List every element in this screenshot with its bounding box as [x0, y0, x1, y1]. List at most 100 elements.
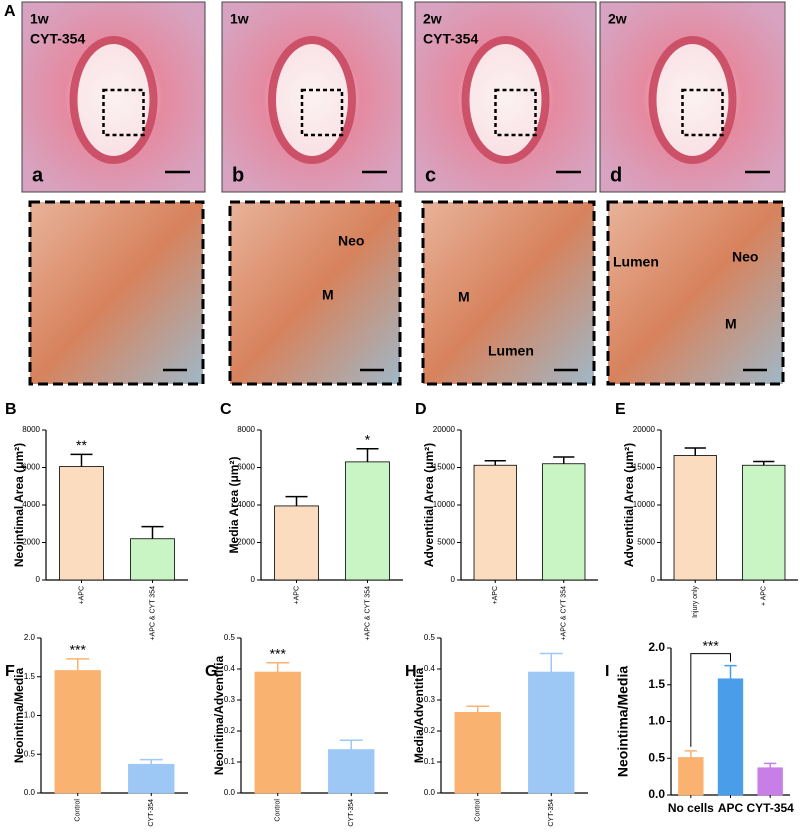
x-tick-label: No cells	[668, 801, 714, 815]
y-tick-label: 6000	[22, 463, 40, 472]
x-tick-label: CYT-354	[746, 801, 794, 815]
significance: ***	[70, 642, 87, 658]
y-tick-label: 0.2	[224, 726, 236, 735]
figure-label: A	[4, 3, 16, 20]
bar	[345, 461, 390, 581]
x-tick-label: CYT-354	[148, 799, 155, 827]
y-tick-label: 2.0	[24, 633, 36, 642]
x-tick-label: CYT-354	[348, 799, 355, 827]
y-tick-label: 1.0	[648, 714, 665, 728]
vessel-lumen	[461, 36, 550, 164]
panel-letter: a	[32, 164, 44, 186]
x-tick-label: +APC & CYT 354	[561, 586, 568, 641]
y-tick-label: 0.3	[224, 695, 236, 704]
y-tick-label: 0.5	[24, 749, 36, 758]
zoom-box	[102, 88, 145, 137]
bar	[454, 712, 501, 794]
y-tick-label: 5000	[437, 538, 455, 547]
bar	[254, 671, 301, 794]
significance: **	[76, 437, 87, 453]
bar	[274, 505, 319, 581]
panel-label: D	[415, 401, 427, 418]
vessel-lumen	[268, 36, 356, 164]
bar	[130, 538, 175, 581]
zoom-image	[228, 200, 402, 386]
panel-label: I	[605, 663, 609, 680]
zoom-label: Neo	[732, 249, 758, 265]
y-tick-label: 4000	[22, 500, 40, 509]
zoom-image	[606, 200, 785, 386]
chart: I Neointima/Media 0.0 0.5 1.0 1.5 2.0 No cells A…	[605, 637, 794, 815]
zoom-box	[494, 88, 537, 137]
panel-letter: d	[610, 164, 622, 186]
vessel-lumen	[69, 36, 158, 164]
y-tick-label: 6000	[237, 463, 255, 472]
y-tick-label: 0.4	[424, 664, 436, 673]
x-tick-label: CYT-354	[548, 799, 555, 827]
x-tick-label: +APC & CYT 354	[364, 586, 371, 641]
bar	[473, 464, 517, 581]
y-axis-label: Adventitial Area (μm²)	[422, 443, 436, 567]
bar	[673, 455, 717, 581]
y-tick-label: 1.5	[24, 672, 36, 681]
zoom-label: M	[725, 316, 737, 332]
bar	[717, 678, 744, 796]
y-tick-label: 2.0	[648, 640, 665, 654]
zoom-label: M	[458, 289, 470, 305]
y-axis-label: Neointima/Adventitia	[212, 656, 226, 776]
x-tick-label: Injury only	[692, 586, 699, 618]
bar	[528, 671, 575, 794]
panel-letter: c	[425, 164, 436, 186]
y-tick-label: 8000	[22, 425, 40, 434]
x-tick-label: +APC	[492, 586, 499, 604]
x-tick-label: Control	[475, 799, 482, 822]
x-tick-label: +APC	[293, 586, 300, 604]
chart: C Media Area (μm²) 0 2000 4000 6000 8000 +APC +A…	[220, 401, 403, 641]
y-tick-label: 0.5	[224, 633, 236, 642]
bar	[328, 749, 375, 794]
vessel-lumen	[648, 36, 737, 164]
y-tick-label: 20000	[433, 425, 456, 434]
panel-label: C	[220, 401, 232, 418]
time-label: 2w	[423, 11, 442, 27]
y-tick-label: 0.1	[224, 757, 236, 766]
bar	[54, 670, 101, 794]
y-tick-label: 4000	[237, 500, 255, 509]
zoom-box	[681, 88, 724, 137]
y-axis-label: Neointima/Media	[12, 668, 26, 764]
x-tick-label: + APC	[761, 586, 768, 606]
panel-letter: b	[232, 164, 244, 186]
x-tick-label: Control	[75, 799, 82, 822]
y-tick-label: 0.0	[224, 788, 236, 797]
y-tick-label: 0.0	[424, 788, 436, 797]
y-tick-label: 15000	[433, 463, 456, 472]
zoom-image	[28, 200, 205, 386]
zoom-label: Lumen	[613, 254, 659, 270]
time-label: 1w	[230, 11, 249, 27]
y-tick-label: 20000	[633, 425, 656, 434]
y-tick-label: 2000	[22, 538, 40, 547]
y-axis-label: Media/Adventitia	[412, 668, 426, 764]
panel-label: F	[5, 663, 15, 680]
y-tick-label: 10000	[433, 500, 456, 509]
x-tick-label: +APC	[78, 586, 85, 604]
y-tick-label: 0	[251, 575, 256, 584]
y-axis-label: Neointima/Media	[615, 666, 631, 777]
bar	[59, 466, 104, 581]
y-tick-label: 0	[651, 575, 656, 584]
y-axis-label: Adventitial Area (μm²)	[622, 443, 636, 567]
y-tick-label: 0.0	[648, 787, 665, 801]
x-tick-label: +APC & CYT 354	[149, 586, 156, 641]
y-tick-label: 8000	[237, 425, 255, 434]
significance: ***	[702, 637, 719, 653]
y-tick-label: 5000	[637, 538, 655, 547]
time-label: 2w	[608, 11, 627, 27]
x-tick-label: APC	[718, 801, 744, 815]
y-tick-label: 0.0	[24, 788, 36, 797]
zoom-label: Lumen	[488, 343, 534, 359]
y-axis-label: Neointimal Area (μm²)	[12, 443, 26, 567]
